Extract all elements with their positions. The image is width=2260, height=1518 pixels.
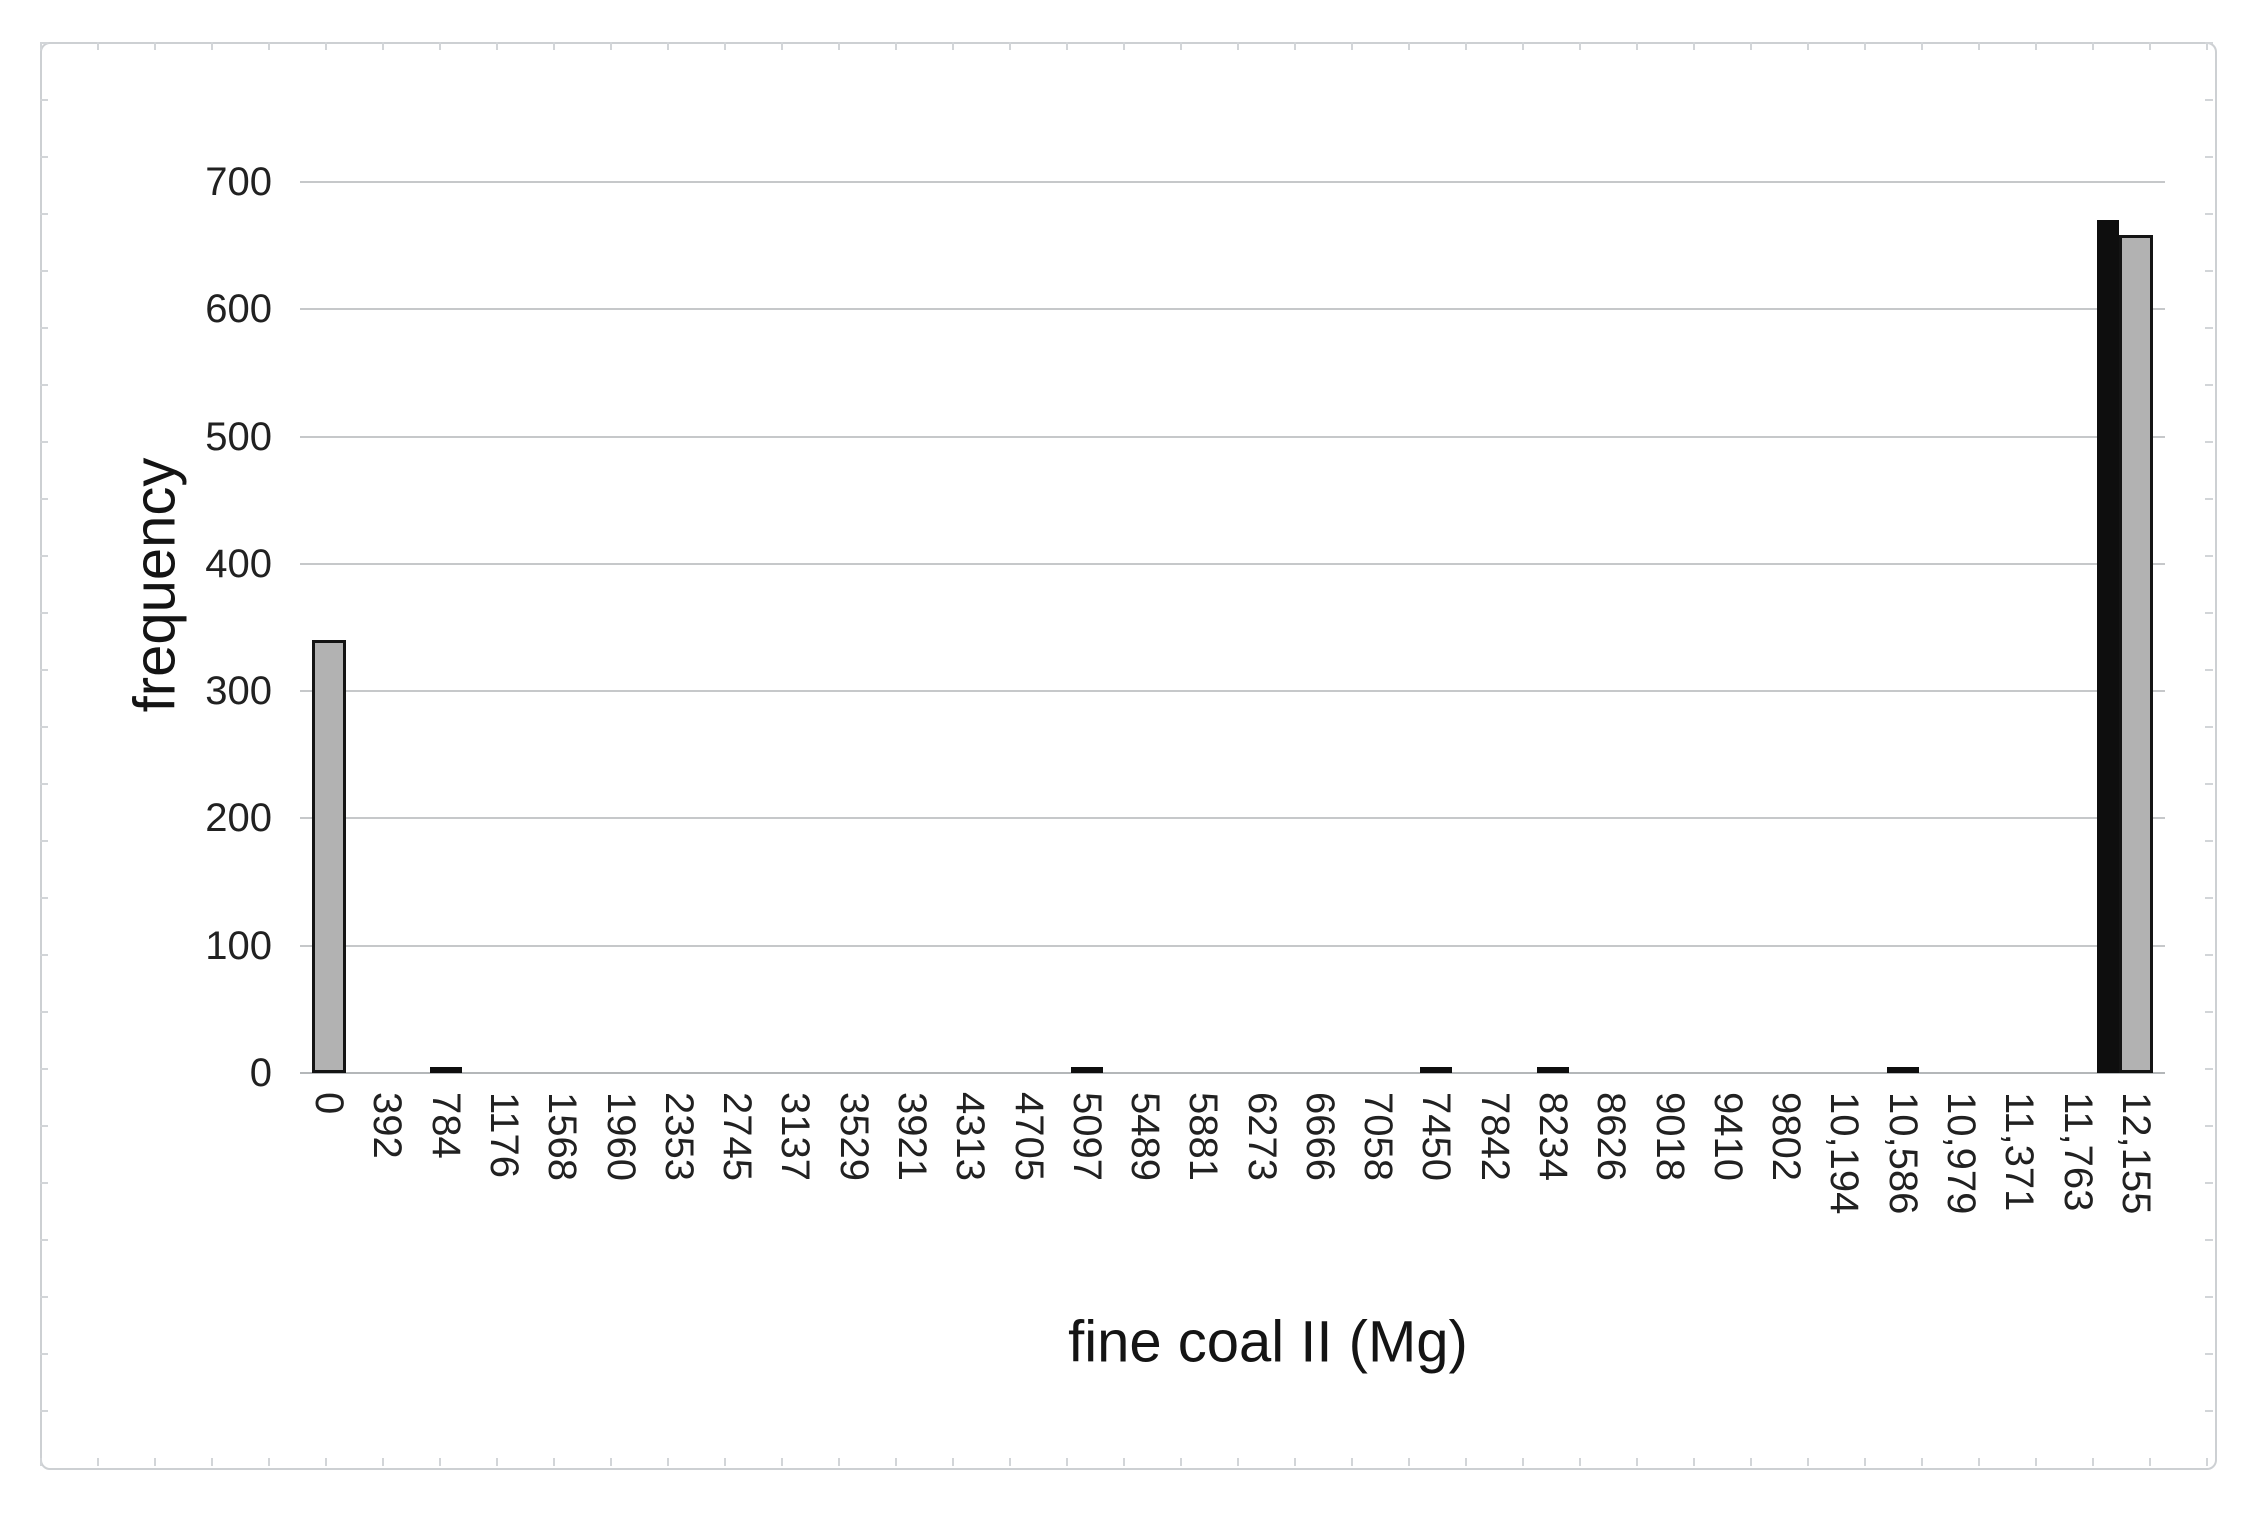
x-tick-label: 5881 (1181, 1092, 1226, 1181)
x-tick-label: 11,371 (1997, 1092, 2042, 1212)
gridline (300, 181, 2165, 183)
x-tick-label: 9410 (1705, 1092, 1750, 1181)
x-tick-label: 2353 (656, 1092, 701, 1181)
figure-frame (40, 42, 2217, 1470)
x-tick-label: 5489 (1123, 1092, 1168, 1181)
x-tick-label: 7842 (1472, 1092, 1517, 1181)
x-tick-label: 9018 (1647, 1092, 1692, 1181)
x-axis-line (300, 1072, 2165, 1074)
gridline (300, 308, 2165, 311)
x-tick-label: 10,979 (1939, 1092, 1984, 1215)
x-tick-label: 5097 (1064, 1092, 1109, 1181)
bar-784 (430, 1067, 462, 1073)
gridline (300, 817, 2165, 820)
x-tick-label: 1568 (540, 1092, 585, 1181)
x-tick-label: 6666 (1297, 1092, 1342, 1181)
bar-8234 (1537, 1067, 1569, 1073)
x-tick-label: 1176 (481, 1092, 526, 1179)
y-tick-label: 100 (205, 923, 272, 968)
y-axis-title: frequency (122, 457, 188, 713)
x-tick-label: 7450 (1414, 1092, 1459, 1181)
gridline (300, 562, 2165, 565)
x-tick-label: 8234 (1531, 1092, 1576, 1181)
bar-5097 (1071, 1067, 1103, 1073)
x-tick-label: 9802 (1764, 1092, 1809, 1181)
y-tick-label: 200 (205, 796, 272, 841)
bar-0 (312, 640, 346, 1073)
x-tick-label: 11,763 (2055, 1092, 2100, 1212)
x-tick-label: 3529 (831, 1092, 876, 1181)
bar-12155 (2097, 220, 2119, 1073)
gridline (300, 690, 2165, 693)
x-tick-label: 392 (365, 1092, 410, 1159)
x-tick-label: 8626 (1589, 1092, 1634, 1181)
y-tick-label: 700 (205, 160, 272, 204)
x-tick-label: 3921 (889, 1092, 934, 1181)
x-tick-label: 6273 (1239, 1092, 1284, 1181)
x-axis-title: fine coal II (Mg) (1068, 1309, 1468, 1375)
bar-10586 (1887, 1067, 1919, 1073)
x-tick-label: 3137 (773, 1092, 818, 1181)
x-tick-label: 12,155 (2113, 1092, 2158, 1215)
x-tick-label: 0 (307, 1092, 352, 1115)
x-tick-label: 1960 (598, 1092, 643, 1181)
x-tick-label: 4705 (1006, 1092, 1051, 1181)
x-tick-label: 7058 (1356, 1092, 1401, 1181)
y-tick-label: 500 (205, 414, 272, 459)
x-tick-label: 10,586 (1880, 1092, 1925, 1215)
y-tick-label: 300 (205, 669, 272, 714)
y-tick-label: 600 (205, 287, 272, 332)
x-tick-label: 4313 (948, 1092, 993, 1181)
gridline (300, 944, 2165, 947)
x-tick-label: 784 (423, 1092, 468, 1159)
y-tick-label: 0 (249, 1051, 272, 1095)
bar-12155 (2119, 235, 2153, 1073)
gridline (300, 435, 2165, 438)
y-tick-label: 400 (205, 541, 272, 586)
x-tick-label: 2745 (715, 1092, 760, 1181)
bar-7450 (1420, 1067, 1452, 1073)
x-tick-label: 10,194 (1822, 1092, 1867, 1215)
